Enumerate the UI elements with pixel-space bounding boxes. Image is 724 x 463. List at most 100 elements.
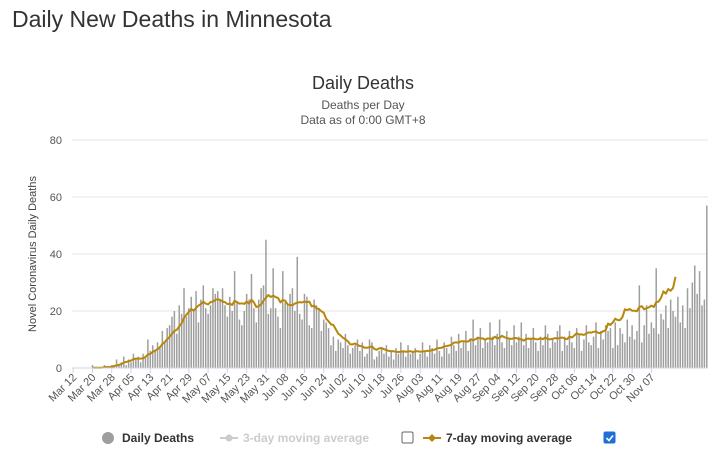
daily-deaths-bar[interactable] (373, 359, 376, 368)
daily-deaths-bar[interactable] (568, 330, 571, 368)
daily-deaths-bar[interactable] (684, 328, 686, 368)
daily-deaths-bar[interactable] (277, 316, 279, 368)
daily-deaths-bar[interactable] (522, 345, 525, 368)
daily-deaths-bar[interactable] (607, 330, 609, 368)
daily-deaths-bar[interactable] (226, 316, 229, 368)
daily-deaths-bar[interactable] (575, 328, 578, 368)
daily-deaths-bar[interactable] (323, 319, 325, 368)
daily-deaths-bar[interactable] (363, 356, 366, 368)
daily-deaths-bar[interactable] (585, 325, 588, 368)
daily-deaths-bar[interactable] (628, 336, 631, 368)
seven-day-average-line[interactable] (92, 276, 677, 369)
daily-deaths-bar[interactable] (681, 305, 684, 368)
daily-deaths-bar[interactable] (195, 291, 197, 368)
daily-deaths-bar[interactable] (498, 319, 501, 368)
daily-deaths-bar[interactable] (294, 311, 296, 368)
daily-deaths-bar[interactable] (366, 353, 368, 368)
daily-deaths-bar[interactable] (349, 353, 351, 368)
daily-deaths-bar[interactable] (267, 313, 270, 368)
daily-deaths-bar[interactable] (665, 305, 667, 368)
daily-deaths-bar[interactable] (176, 333, 178, 368)
daily-deaths-bar[interactable] (407, 345, 409, 368)
daily-deaths-bar[interactable] (185, 316, 188, 368)
daily-deaths-bar[interactable] (571, 342, 573, 368)
daily-deaths-bar[interactable] (691, 282, 694, 369)
daily-deaths-bar[interactable] (590, 345, 592, 368)
daily-deaths-bar[interactable] (120, 362, 123, 368)
daily-deaths-bar[interactable] (561, 350, 563, 368)
daily-deaths-bar[interactable] (573, 348, 576, 368)
daily-deaths-bar[interactable] (308, 325, 311, 368)
daily-deaths-bar[interactable] (660, 313, 662, 368)
daily-deaths-bar[interactable] (306, 296, 308, 368)
daily-deaths-bar[interactable] (279, 328, 282, 368)
daily-deaths-bar[interactable] (390, 350, 392, 368)
daily-deaths-bar[interactable] (527, 348, 530, 368)
daily-deaths-bar[interactable] (494, 345, 496, 368)
daily-deaths-bar[interactable] (677, 296, 679, 368)
daily-deaths-bar[interactable] (600, 330, 602, 368)
daily-deaths-bar[interactable] (525, 333, 527, 368)
daily-deaths-bar[interactable] (655, 268, 657, 368)
daily-deaths-bar[interactable] (496, 333, 498, 368)
daily-deaths-bar[interactable] (467, 350, 470, 368)
legend-item-3-day-average[interactable]: 3-day moving average (220, 431, 414, 445)
daily-deaths-bar[interactable] (291, 288, 294, 368)
daily-deaths-bar[interactable] (626, 319, 629, 368)
daily-deaths-bar[interactable] (532, 328, 535, 368)
daily-deaths-bar[interactable] (518, 336, 520, 368)
daily-deaths-bar[interactable] (188, 308, 190, 368)
daily-deaths-bar[interactable] (563, 336, 566, 368)
daily-deaths-bar[interactable] (530, 339, 532, 369)
daily-deaths-bar[interactable] (513, 325, 515, 368)
daily-deaths-bar[interactable] (400, 342, 402, 368)
daily-deaths-bar[interactable] (127, 359, 130, 368)
daily-deaths-bar[interactable] (542, 345, 544, 368)
daily-deaths-bar[interactable] (224, 305, 226, 368)
daily-deaths-bar[interactable] (253, 308, 255, 368)
daily-deaths-bar[interactable] (130, 362, 132, 368)
daily-deaths-bar[interactable] (689, 308, 691, 368)
daily-deaths-bar[interactable] (701, 305, 703, 368)
daily-deaths-bar[interactable] (351, 348, 354, 368)
daily-deaths-bar[interactable] (469, 339, 472, 369)
daily-deaths-bar[interactable] (284, 302, 286, 368)
daily-deaths-bar[interactable] (361, 342, 364, 368)
daily-deaths-bar[interactable] (409, 353, 412, 368)
daily-deaths-bar[interactable] (197, 322, 200, 368)
daily-deaths-bar[interactable] (404, 356, 407, 368)
daily-deaths-bar[interactable] (706, 205, 708, 368)
daily-deaths-bar[interactable] (429, 345, 431, 368)
daily-deaths-bar[interactable] (621, 333, 624, 368)
daily-deaths-bar[interactable] (657, 333, 660, 368)
daily-deaths-bar[interactable] (204, 308, 207, 368)
daily-deaths-bar[interactable] (250, 273, 253, 368)
daily-deaths-bar[interactable] (354, 345, 356, 368)
daily-deaths-bar[interactable] (270, 308, 272, 368)
daily-deaths-bar[interactable] (698, 271, 701, 368)
daily-deaths-bar[interactable] (378, 350, 380, 368)
daily-deaths-bar[interactable] (356, 339, 359, 369)
daily-deaths-bar[interactable] (154, 350, 156, 368)
daily-deaths-bar[interactable] (156, 342, 159, 368)
daily-deaths-bar[interactable] (421, 342, 424, 368)
daily-deaths-bar[interactable] (335, 350, 337, 368)
daily-deaths-bar[interactable] (674, 316, 677, 368)
daily-deaths-bar[interactable] (219, 299, 221, 368)
daily-deaths-bar[interactable] (200, 299, 202, 368)
daily-deaths-bar[interactable] (669, 299, 672, 368)
daily-deaths-bar[interactable] (243, 311, 245, 368)
daily-deaths-bar[interactable] (337, 339, 339, 369)
daily-deaths-bar[interactable] (392, 359, 395, 368)
daily-deaths-bar[interactable] (144, 356, 147, 368)
daily-deaths-bar[interactable] (672, 311, 674, 368)
daily-deaths-bar[interactable] (645, 305, 648, 368)
daily-deaths-bar[interactable] (431, 348, 433, 368)
seven-day-average-checkbox[interactable] (603, 431, 616, 444)
daily-deaths-bar[interactable] (539, 336, 542, 368)
daily-deaths-bar[interactable] (383, 353, 385, 368)
daily-deaths-bar[interactable] (508, 339, 510, 369)
daily-deaths-bar[interactable] (609, 328, 612, 368)
daily-deaths-bar[interactable] (486, 342, 489, 368)
daily-deaths-bar[interactable] (231, 311, 233, 368)
